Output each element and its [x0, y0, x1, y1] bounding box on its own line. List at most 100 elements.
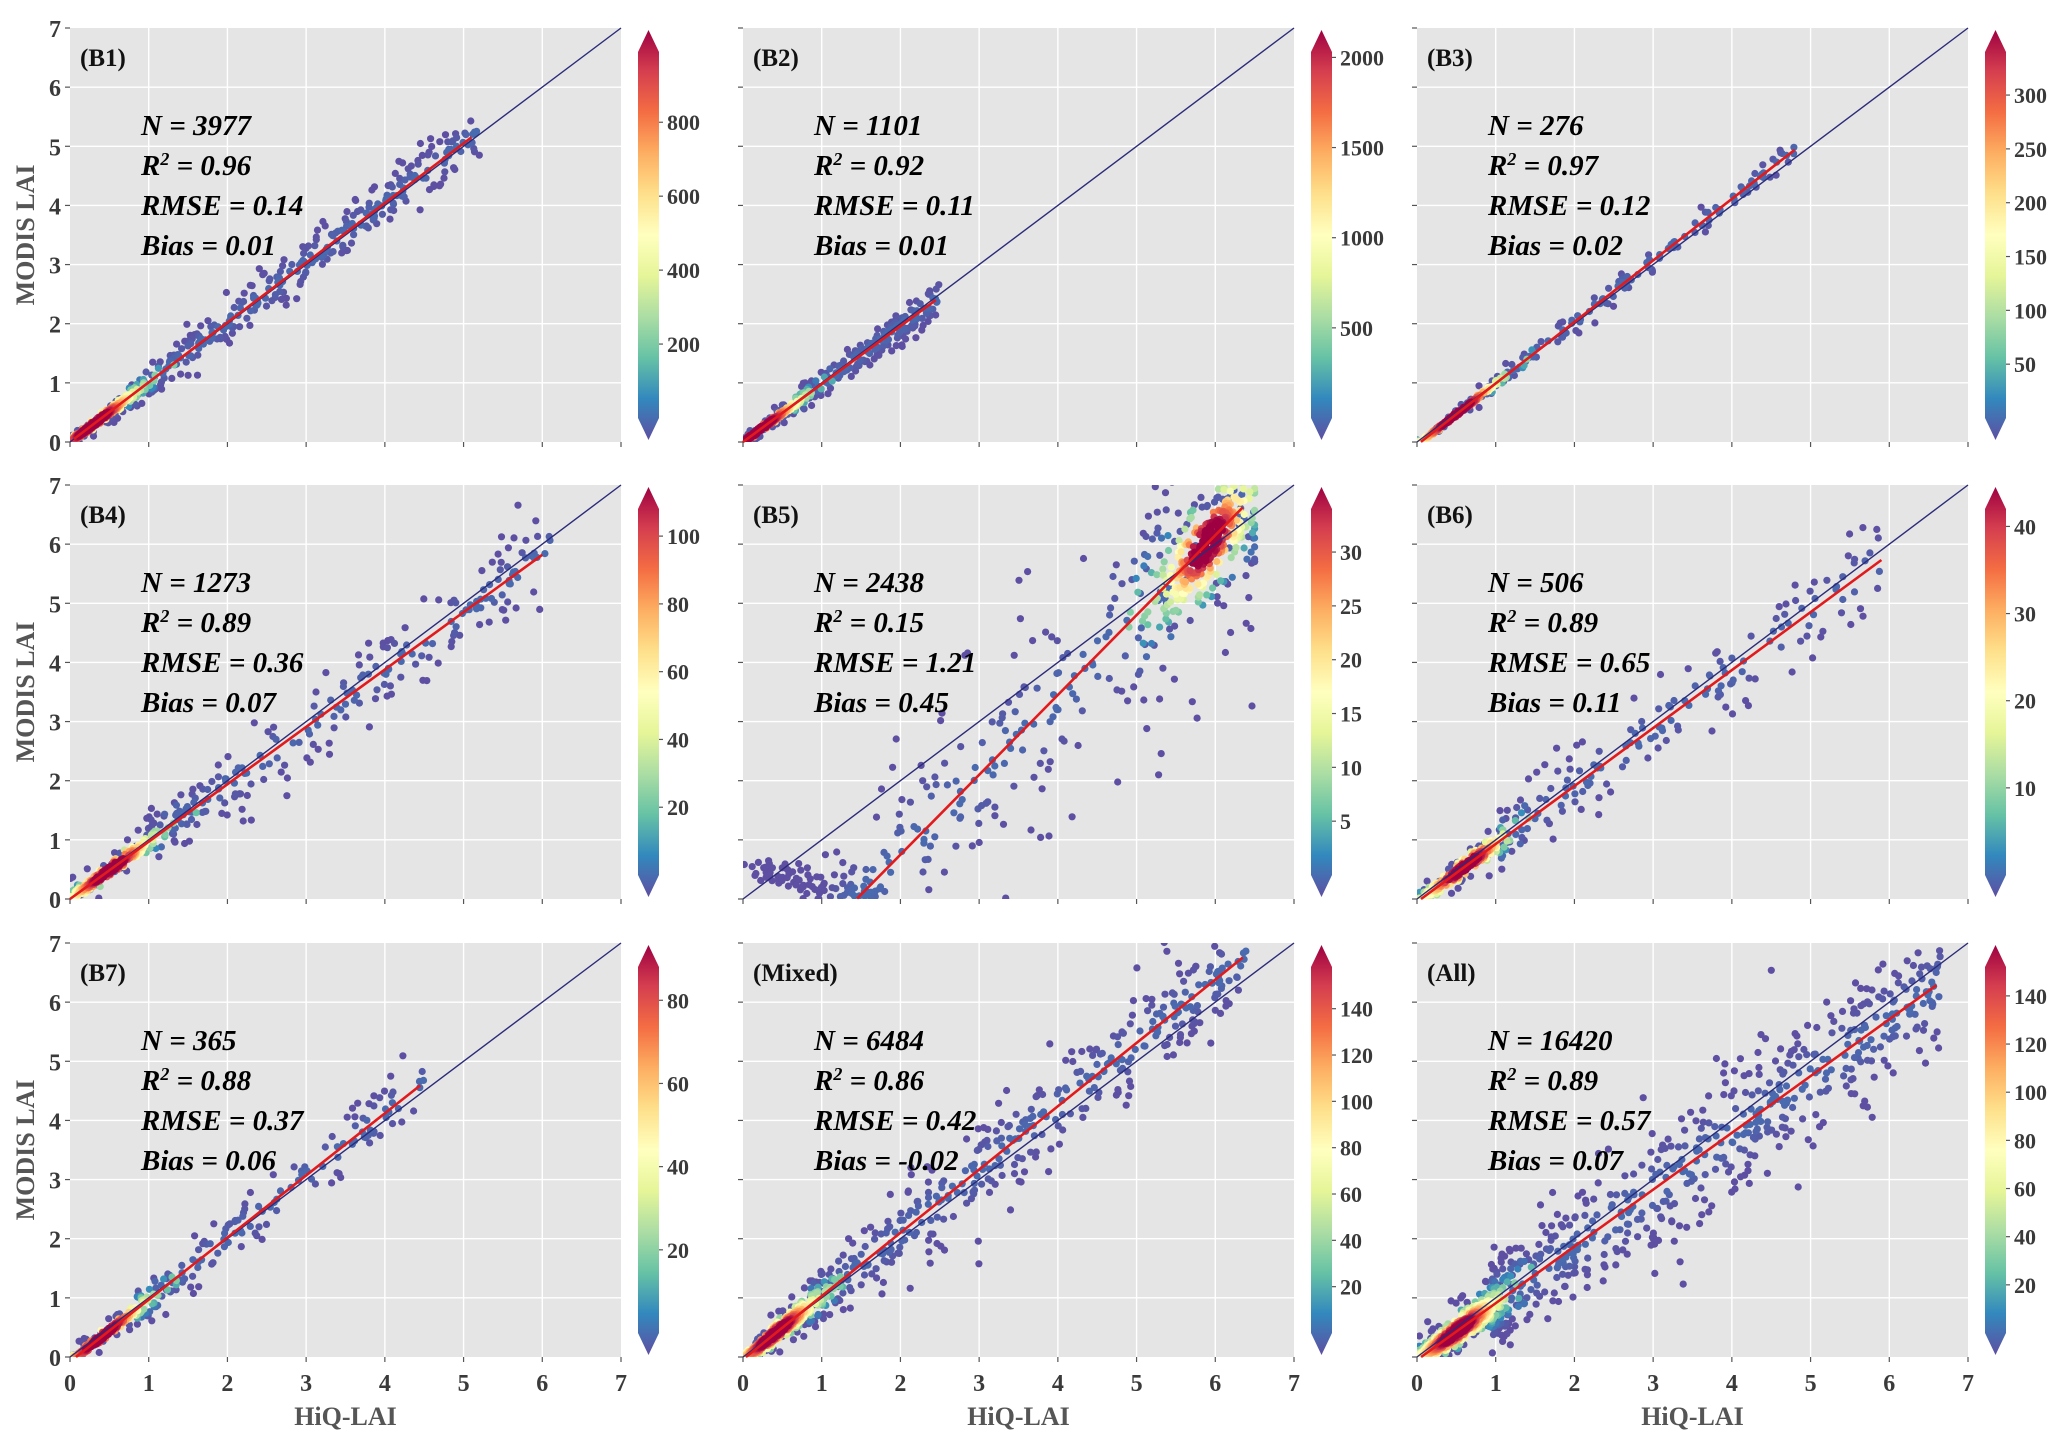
data-point [896, 1243, 904, 1251]
data-point [892, 735, 900, 743]
data-point [419, 1076, 428, 1084]
data-point [1214, 485, 1222, 493]
data-point [1759, 161, 1767, 169]
data-point [1046, 758, 1054, 766]
data-point [288, 260, 296, 269]
data-point [919, 321, 927, 329]
data-point [1847, 620, 1855, 629]
data-point [1164, 532, 1172, 540]
data-point [757, 876, 765, 885]
data-point [441, 131, 450, 139]
data-point [210, 1220, 218, 1228]
data-point [450, 164, 458, 172]
colorbar-tick-label: 200 [2014, 191, 2047, 216]
data-point [365, 639, 373, 647]
data-point [1638, 724, 1647, 732]
data-point [448, 138, 456, 146]
data-point [1242, 572, 1250, 580]
data-point [812, 377, 820, 385]
data-point [1235, 473, 1242, 480]
data-point [1238, 491, 1246, 499]
data-point [1001, 727, 1010, 735]
data-point [518, 549, 526, 557]
data-point [418, 652, 426, 660]
data-point [1221, 648, 1229, 657]
data-point [1128, 1011, 1136, 1019]
data-point [1502, 359, 1510, 368]
colorbar-tick-label: 100 [667, 524, 700, 549]
data-point [932, 285, 940, 293]
data-point [1027, 826, 1035, 834]
data-point [1170, 990, 1178, 998]
data-point [387, 206, 395, 214]
data-point [846, 1284, 854, 1292]
data-point [333, 1169, 341, 1177]
data-point [1500, 843, 1508, 851]
data-point [1162, 590, 1171, 598]
data-point [1856, 605, 1865, 613]
data-point [824, 390, 832, 398]
data-point [1121, 652, 1129, 660]
data-point [328, 1132, 336, 1141]
data-point [876, 883, 885, 891]
data-point [1176, 1031, 1185, 1039]
data-point [448, 638, 456, 646]
colorbar-tick-label: 1000 [1340, 226, 1384, 251]
data-point [273, 754, 281, 762]
data-point [1186, 567, 1194, 575]
data-point [1211, 1006, 1219, 1014]
stat-bias: Bias = 0.01 [140, 230, 276, 262]
data-point [237, 1243, 245, 1251]
data-point [419, 676, 427, 684]
data-point [1207, 524, 1215, 533]
data-point [1077, 1067, 1085, 1075]
data-point [1513, 803, 1521, 812]
data-point [410, 1107, 418, 1115]
data-point [1654, 744, 1662, 752]
data-point [1174, 509, 1182, 517]
data-point [743, 860, 748, 869]
data-point [342, 713, 350, 721]
data-point [494, 550, 502, 558]
regression-line [73, 136, 473, 441]
data-point [820, 886, 828, 895]
data-point [1578, 738, 1586, 746]
data-point [1873, 525, 1881, 534]
data-point [184, 342, 192, 350]
data-point [751, 871, 759, 880]
data-point [435, 596, 443, 604]
data-point [1039, 1090, 1047, 1099]
data-point [937, 717, 945, 725]
data-point [436, 138, 444, 146]
data-point [963, 1199, 971, 1207]
data-point [1079, 554, 1088, 563]
data-point [154, 364, 162, 372]
data-point [1240, 936, 1247, 943]
data-point [1691, 682, 1699, 690]
data-point [1166, 598, 1175, 606]
data-point [1508, 847, 1516, 855]
regression-line [742, 298, 937, 444]
panel-label: (B1) [80, 45, 126, 72]
data-point [343, 208, 351, 216]
data-point [872, 813, 881, 821]
data-point [357, 206, 365, 214]
regression-line [69, 553, 544, 901]
data-point [974, 1237, 982, 1245]
data-point [1092, 1046, 1100, 1054]
stat-n: N = 2438 [813, 567, 924, 599]
data-point [1811, 594, 1819, 603]
data-point [1549, 835, 1557, 843]
data-point [778, 877, 786, 885]
data-point [1045, 832, 1053, 840]
data-point [289, 739, 297, 747]
data-point [311, 1180, 319, 1188]
data-point [365, 203, 373, 211]
data-point [1244, 462, 1251, 469]
data-point [1222, 997, 1230, 1005]
data-point [821, 851, 830, 859]
panel-label: (B7) [80, 960, 126, 987]
data-point [840, 872, 848, 880]
data-point [1475, 403, 1483, 412]
